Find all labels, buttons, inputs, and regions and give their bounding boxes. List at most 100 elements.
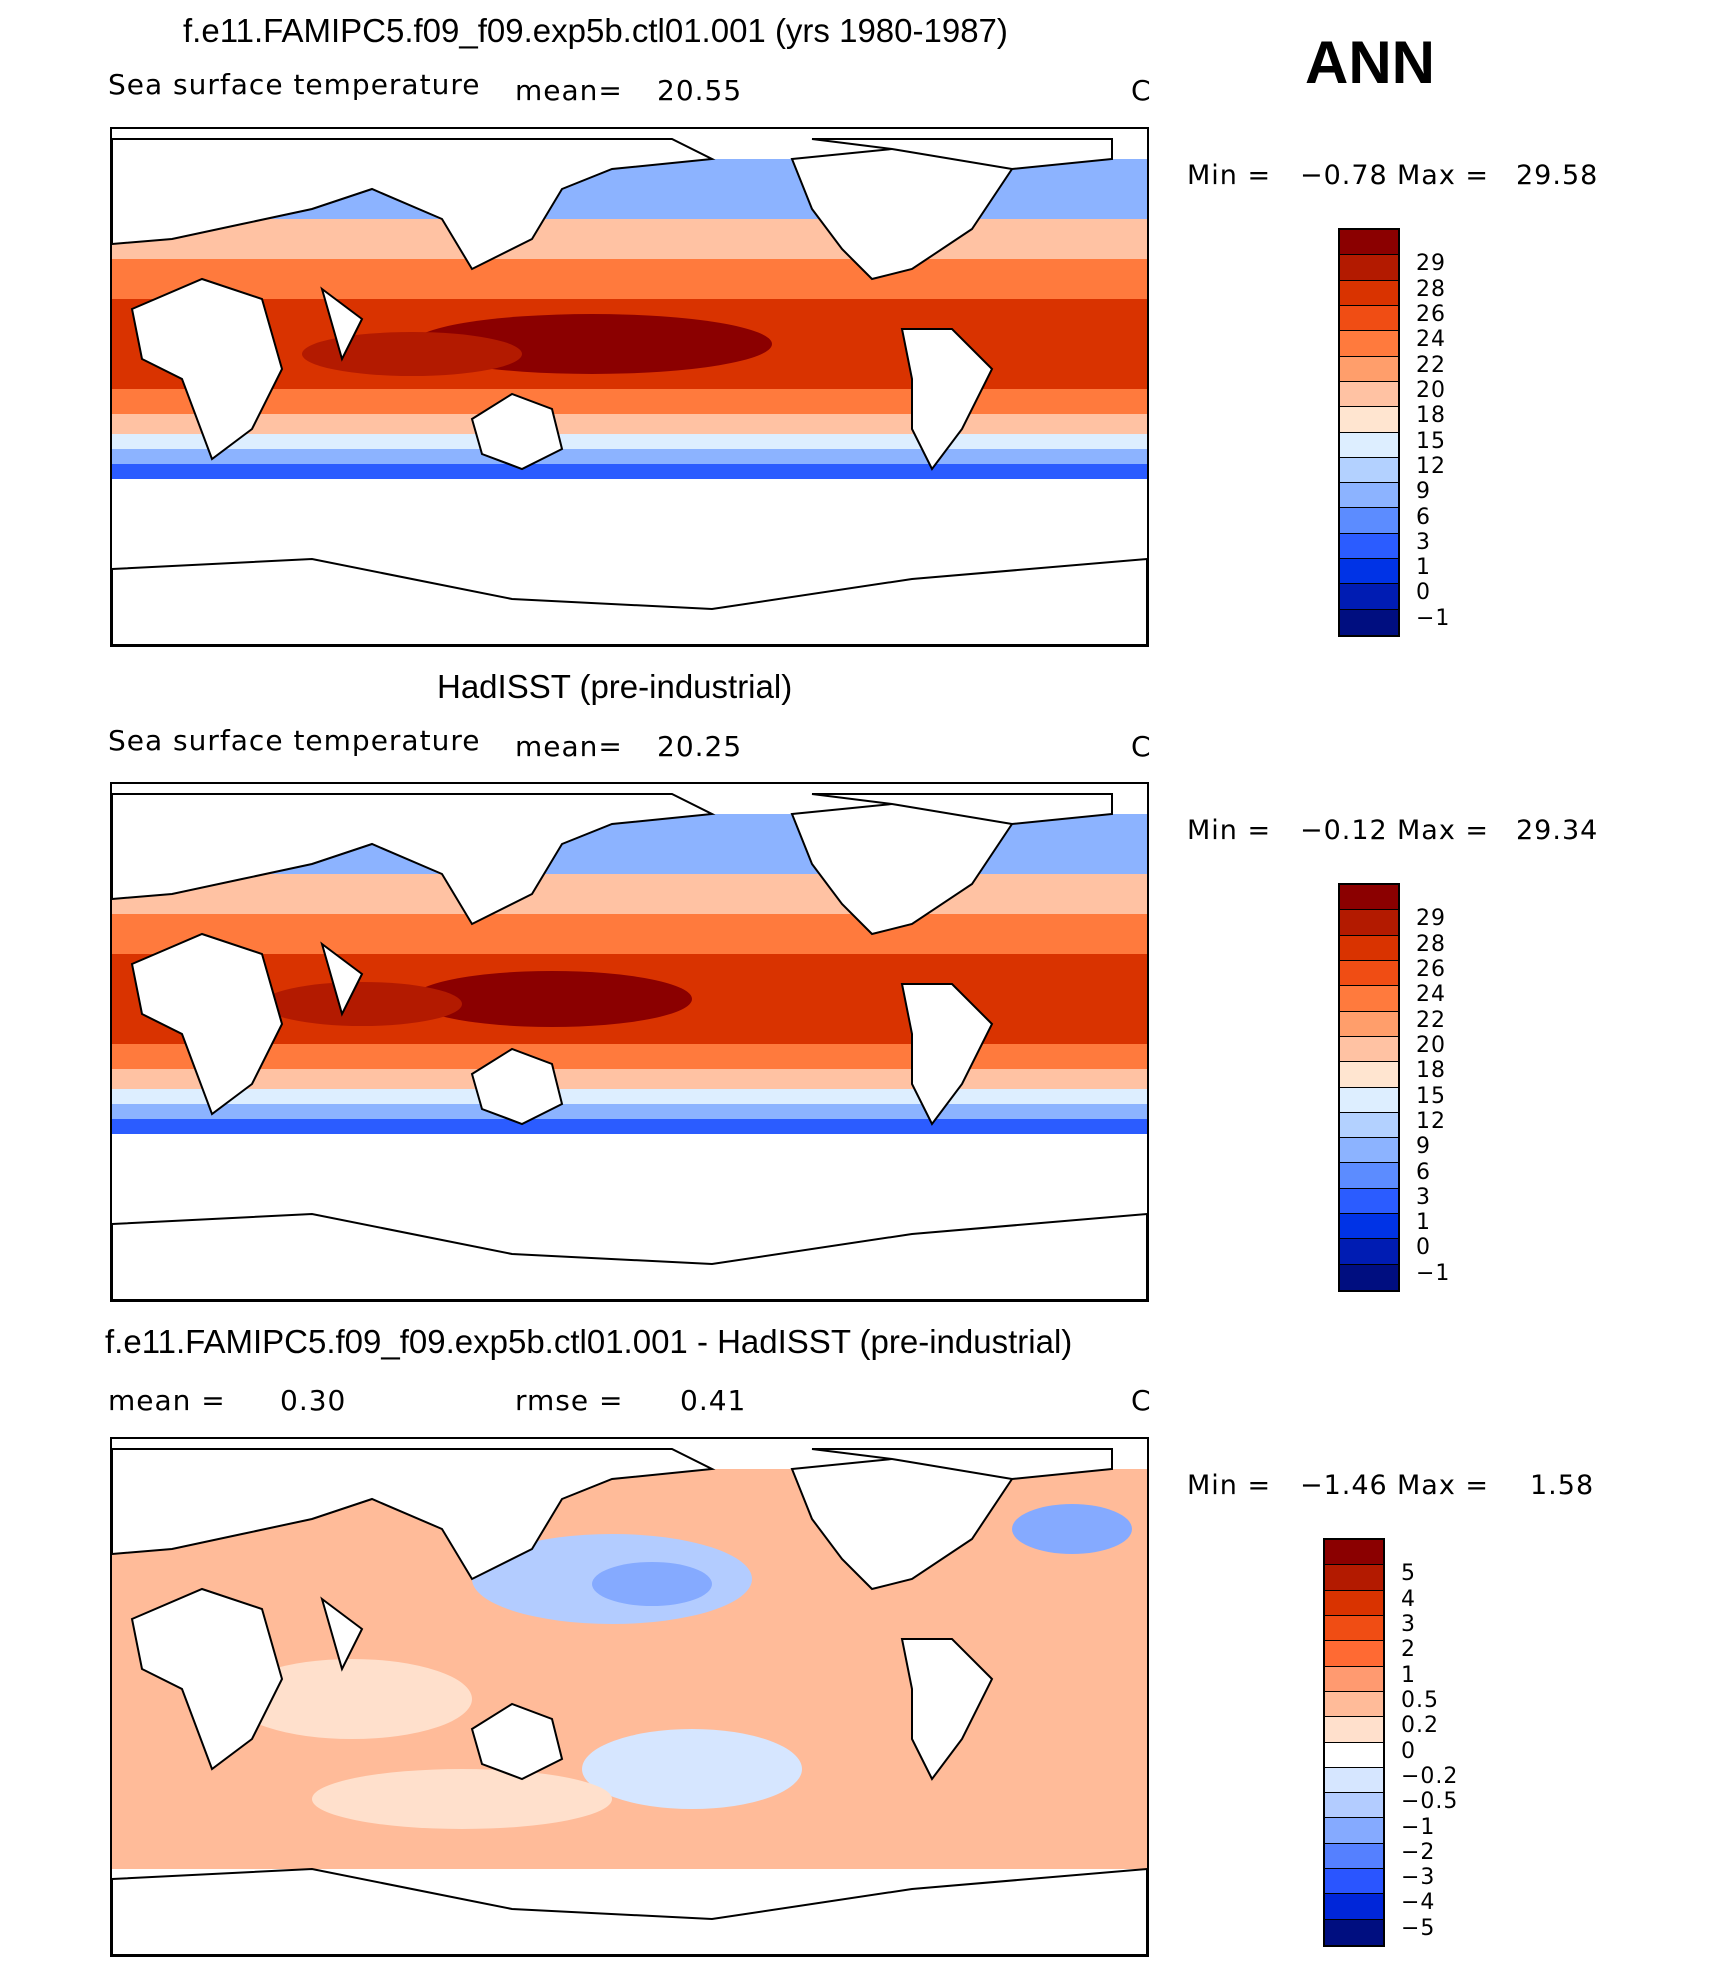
panel-2-colorbar [1338,883,1400,1292]
colorbar-tick-label: −0.2 [1401,1763,1459,1789]
colorbar-tick-label: 0 [1416,580,1431,606]
colorbar-tick-label: 18 [1416,1058,1446,1084]
panel-1-title: f.e11.FAMIPC5.f09_f09.exp5b.ctl01.001 (y… [183,12,1008,49]
colorbar-segment [1340,508,1398,534]
panel-2-mean-value: 20.25 [657,730,743,763]
panel-2-map [110,782,1149,1302]
colorbar-tick-label: 15 [1416,1083,1446,1109]
panel-3-mean-label: mean = [108,1384,226,1417]
colorbar-tick-label: 0.2 [1401,1713,1439,1739]
panel-2-mean-label: mean= [515,730,623,763]
colorbar-tick-label: 3 [1416,529,1431,555]
colorbar-segment [1325,1919,1383,1945]
colorbar-segment [1340,1214,1398,1240]
panel-2-title: HadISST (pre-industrial) [437,668,793,705]
colorbar-tick-label: 29 [1416,251,1446,277]
colorbar-segment [1340,910,1398,936]
panel-2-min-value: −0.12 [1300,815,1388,846]
colorbar-tick-label: 4 [1401,1586,1416,1612]
panel-1-variable-label: Sea surface temperature [108,68,481,101]
panel-2-min-label: Min = [1187,815,1272,846]
colorbar-segment [1340,305,1398,332]
panel-3-mean-value: 0.30 [280,1384,347,1417]
season-label: ANN [1305,29,1435,96]
colorbar-tick-label: 24 [1416,982,1446,1008]
colorbar-tick-label: 1 [1416,1210,1431,1236]
panel-1-colorbar [1338,228,1400,637]
colorbar-tick-label: 1 [1416,555,1431,581]
colorbar-segment [1340,457,1398,484]
panel-1-mean-label: mean= [515,74,623,107]
colorbar-segment [1340,356,1398,382]
panel-1-max-value: 29.58 [1516,160,1599,191]
colorbar-segment [1340,1188,1398,1215]
colorbar-segment [1340,1138,1398,1164]
colorbar-segment [1340,483,1398,509]
colorbar-tick-label: 2 [1401,1637,1416,1663]
colorbar-segment [1340,584,1398,610]
colorbar-tick-label: 5 [1401,1561,1416,1587]
colorbar-tick-label: 1 [1401,1662,1416,1688]
colorbar-segment [1325,1565,1383,1591]
colorbar-tick-label: 9 [1416,479,1431,505]
panel-3-min-label: Min = [1187,1470,1272,1501]
colorbar-segment [1325,1742,1383,1768]
colorbar-tick-label: −3 [1401,1865,1436,1891]
colorbar-segment [1340,559,1398,585]
colorbar-tick-label: −0.5 [1401,1789,1459,1815]
colorbar-segment [1340,1087,1398,1113]
colorbar-segment [1340,1036,1398,1063]
colorbar-tick-label: 26 [1416,957,1446,983]
panel-2-max-label: Max = [1397,815,1490,846]
colorbar-tick-label: −5 [1401,1915,1436,1941]
colorbar-tick-label: 28 [1416,276,1446,302]
colorbar-segment [1340,960,1398,987]
colorbar-tick-label: 3 [1401,1612,1416,1638]
panel-1-min-value: −0.78 [1300,160,1388,191]
colorbar-tick-label: 12 [1416,1108,1446,1134]
colorbar-tick-label: 9 [1416,1134,1431,1160]
colorbar-segment [1325,1793,1383,1819]
colorbar-tick-label: 0.5 [1401,1687,1439,1713]
colorbar-segment [1340,331,1398,357]
colorbar-segment [1340,533,1398,560]
colorbar-segment [1340,280,1398,306]
colorbar-tick-label: −1 [1416,1260,1451,1286]
panel-2-variable-label: Sea surface temperature [108,724,481,757]
colorbar-tick-label: −1 [1416,605,1451,631]
panel-2-unit: C [1131,730,1152,763]
panel-1-min-label: Min = [1187,160,1272,191]
colorbar-segment [1340,381,1398,408]
panel-1-mean-value: 20.55 [657,74,743,107]
colorbar-tick-label: 28 [1416,931,1446,957]
colorbar-tick-label: 22 [1416,1007,1446,1033]
colorbar-tick-label: 20 [1416,1032,1446,1058]
panel-3-max-label: Max = [1397,1470,1490,1501]
colorbar-segment [1325,1590,1383,1616]
panel-3-unit: C [1131,1384,1152,1417]
colorbar-segment [1340,1112,1398,1139]
colorbar-tick-label: 22 [1416,352,1446,378]
colorbar-segment [1325,1615,1383,1642]
colorbar-segment [1340,1062,1398,1088]
colorbar-segment [1340,935,1398,961]
colorbar-tick-label: 15 [1416,428,1446,454]
colorbar-segment [1340,1011,1398,1037]
colorbar-segment [1325,1641,1383,1667]
colorbar-segment [1325,1869,1383,1895]
panel-1-unit: C [1131,74,1152,107]
panel-1-map [110,127,1149,647]
panel-1-max-label: Max = [1397,160,1490,191]
panel-2-max-value: 29.34 [1516,815,1599,846]
panel-3-title: f.e11.FAMIPC5.f09_f09.exp5b.ctl01.001 - … [105,1323,1073,1360]
colorbar-segment [1325,1843,1383,1870]
colorbar-segment [1325,1767,1383,1794]
colorbar-segment [1340,885,1398,911]
colorbar-segment [1340,1163,1398,1189]
colorbar-tick-label: 0 [1416,1235,1431,1261]
colorbar-tick-label: 6 [1416,504,1431,530]
colorbar-segment [1340,407,1398,433]
colorbar-segment [1325,1818,1383,1844]
colorbar-segment [1340,1239,1398,1265]
colorbar-tick-label: −4 [1401,1890,1436,1916]
